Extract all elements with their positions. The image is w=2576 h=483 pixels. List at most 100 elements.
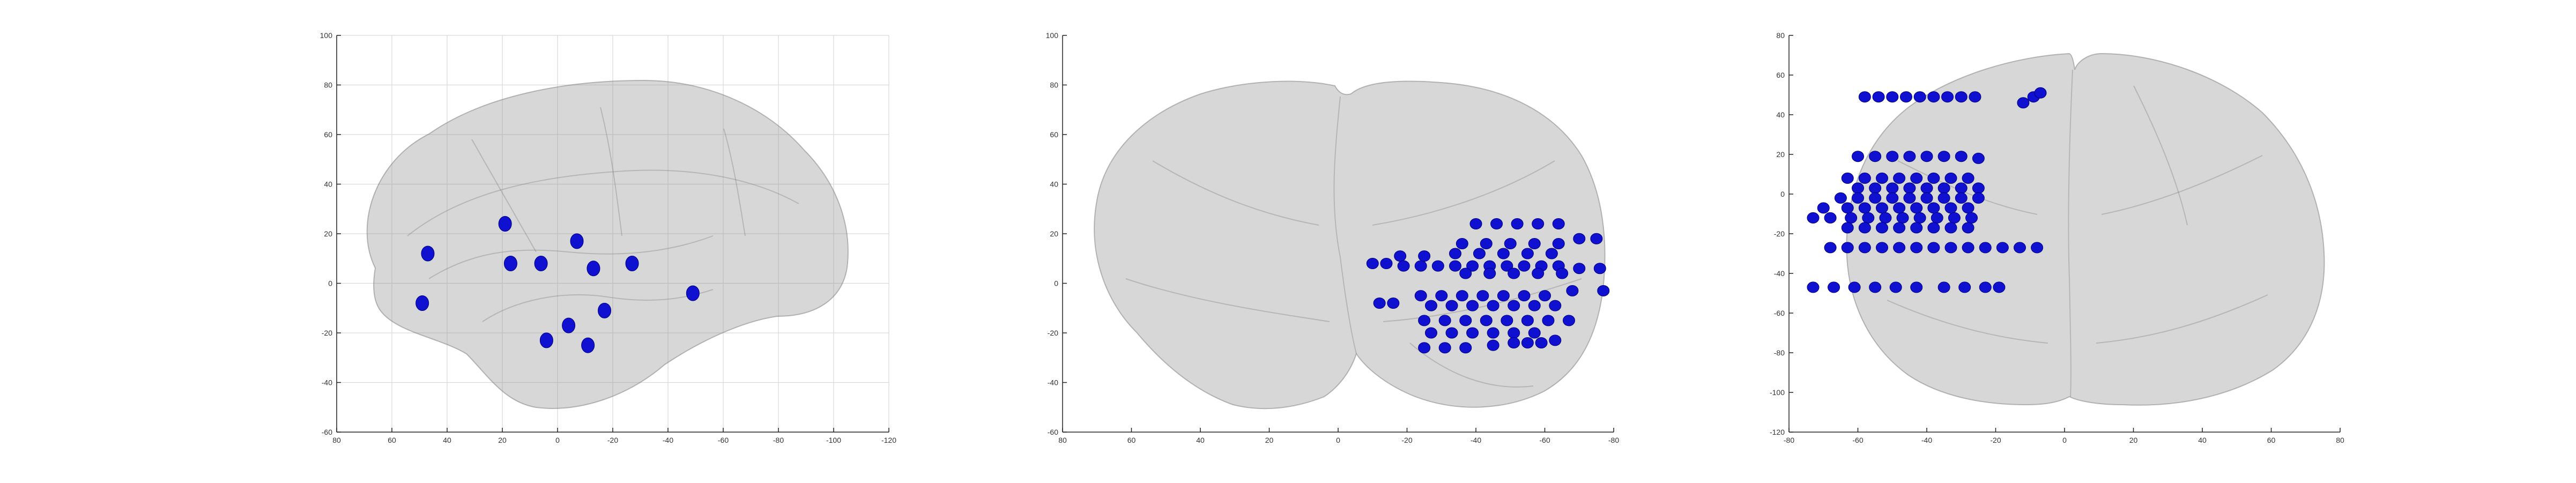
coronal-electrodes xyxy=(1366,218,1610,354)
axial-electrode-point xyxy=(1852,151,1864,162)
axial-electrode-point xyxy=(1828,281,1840,293)
axial-electrode-point xyxy=(1903,192,1916,204)
coronal-electrode-point xyxy=(1518,260,1531,272)
coronal-electrode-point xyxy=(1556,267,1569,279)
axial-electrode-point xyxy=(1955,91,1968,103)
axial-electrode-point xyxy=(1862,212,1875,224)
axial-y-tick-label: -80 xyxy=(1774,348,1785,357)
coronal-x-tick-label: 20 xyxy=(1265,436,1274,444)
coronal-electrode-point xyxy=(1573,263,1586,274)
axial-electrode-point xyxy=(1910,222,1923,234)
coronal-electrode-point xyxy=(1373,298,1386,309)
coronal-y-tick-label: -60 xyxy=(1048,428,1058,436)
coronal-electrode-point xyxy=(1528,238,1541,249)
coronal-electrode-point xyxy=(1397,260,1410,272)
axial-electrode-point xyxy=(1869,151,1882,162)
coronal-electrode-point xyxy=(1521,315,1534,326)
sagittal-y-tick-label: 60 xyxy=(324,130,332,139)
axial-electrode-point xyxy=(1875,172,1888,184)
axial-x-tick-label: -60 xyxy=(1852,436,1863,444)
coronal-electrode-point xyxy=(1552,238,1565,249)
coronal-electrode-point xyxy=(1508,300,1520,311)
sagittal-x-tick-label: -80 xyxy=(773,436,784,444)
axial-electrode-point xyxy=(1955,192,1968,204)
coronal-electrode-point xyxy=(1532,267,1545,279)
coronal-electrode-point xyxy=(1473,248,1486,259)
axial-electrode-point xyxy=(1879,212,1892,224)
sagittal-x-tick-label: 80 xyxy=(332,436,341,444)
coronal-electrode-point xyxy=(1521,248,1534,259)
axial-electrode-point xyxy=(1937,182,1950,194)
coronal-electrode-point xyxy=(1535,337,1548,348)
coronal-electrode-point xyxy=(1508,327,1520,339)
coronal-electrode-point xyxy=(1438,315,1451,326)
coronal-y-tick-label: 100 xyxy=(1046,31,1059,40)
sagittal-grid xyxy=(336,35,889,433)
axial-electrode-point xyxy=(1858,172,1871,184)
sagittal-y-tick-label: 100 xyxy=(320,31,333,40)
coronal-electrode-point xyxy=(1449,260,1461,272)
coronal-electrode-point xyxy=(1508,267,1520,279)
coronal-electrode-point xyxy=(1573,233,1586,244)
axial-electrode-point xyxy=(1893,242,1906,254)
sagittal-y-tick-label: 0 xyxy=(328,279,332,288)
axial-y-tick-label: 60 xyxy=(1776,71,1785,79)
sagittal-electrode-point xyxy=(562,317,576,333)
axial-x-tick-label: -40 xyxy=(1921,436,1932,444)
coronal-y-tick-label: 80 xyxy=(1050,81,1058,90)
axial-electrode-point xyxy=(2017,97,2030,109)
coronal-electrode-point xyxy=(1490,218,1503,229)
coronal-electrode-point xyxy=(1566,285,1579,296)
coronal-electrode-point xyxy=(1504,238,1517,249)
sagittal-axes: 80 60 40 20 0 -20 -40 -60 -80 -100 -120 100 80 60 40 20… xyxy=(320,31,897,444)
sagittal-electrode-point xyxy=(570,233,584,249)
coronal-electrode-point xyxy=(1456,290,1468,302)
axial-y-tick-label: -60 xyxy=(1774,309,1785,317)
coronal-electrode-point xyxy=(1380,258,1393,269)
coronal-x-tick-label: -20 xyxy=(1401,436,1412,444)
sagittal-y-tick-label: 40 xyxy=(324,180,332,189)
coronal-electrode-point xyxy=(1387,298,1400,309)
sagittal-view-panel: 80 60 40 20 0 -20 -40 -60 -80 -100 -120 100 80 60 40 20… xyxy=(320,31,897,444)
coronal-y-tick-label: 0 xyxy=(1054,279,1058,288)
axial-electrode-point xyxy=(1869,281,1882,293)
coronal-electrode-point xyxy=(1418,342,1431,354)
sagittal-y-tick-label: 20 xyxy=(324,229,332,238)
sagittal-electrodes xyxy=(415,216,700,353)
axial-x-tick-label: 20 xyxy=(2129,436,2138,444)
coronal-electrode-point xyxy=(1469,218,1482,229)
coronal-electrode-point xyxy=(1532,218,1545,229)
axial-electrode-point xyxy=(1937,192,1950,204)
coronal-x-tick-label: -40 xyxy=(1471,436,1481,444)
axial-electrode-point xyxy=(2031,242,2044,254)
axial-y-tick-label: -40 xyxy=(1774,269,1785,278)
axial-view-panel: -80 -60 -40 -20 0 20 40 60 80 80 60 40 20 0 -20 -40 -60 -… xyxy=(1770,31,2344,444)
coronal-electrode-point xyxy=(1549,335,1562,346)
axial-electrode-point xyxy=(1965,212,1978,224)
axial-electrode-point xyxy=(1944,222,1957,234)
coronal-electrode-point xyxy=(1487,300,1499,311)
axial-electrode-point xyxy=(1858,242,1871,254)
coronal-electrode-point xyxy=(1459,315,1472,326)
coronal-electrode-point xyxy=(1590,233,1603,244)
coronal-electrode-point xyxy=(1424,327,1437,339)
coronal-x-tick-label: 60 xyxy=(1127,436,1136,444)
axial-y-tick-label: 80 xyxy=(1776,31,1785,40)
sagittal-y-tick-label: -40 xyxy=(322,378,332,387)
coronal-x-tick-label: 0 xyxy=(1336,436,1340,444)
axial-electrode-point xyxy=(1972,192,1985,204)
sagittal-y-tick-label: 80 xyxy=(324,81,332,90)
sagittal-x-tick-label: 20 xyxy=(498,436,507,444)
axial-brain-surface xyxy=(1846,53,2325,406)
coronal-electrode-point xyxy=(1449,248,1461,259)
axial-electrodes xyxy=(1807,87,2047,293)
axial-electrode-point xyxy=(1889,281,1902,293)
coronal-electrode-point xyxy=(1466,300,1479,311)
sagittal-electrode-point xyxy=(581,337,595,353)
axial-electrode-point xyxy=(1962,172,1974,184)
axial-electrode-point xyxy=(1972,152,1985,164)
axial-x-tick-label: -20 xyxy=(1990,436,2001,444)
axial-electrode-point xyxy=(1920,151,1933,162)
axial-electrode-point xyxy=(1896,212,1909,224)
